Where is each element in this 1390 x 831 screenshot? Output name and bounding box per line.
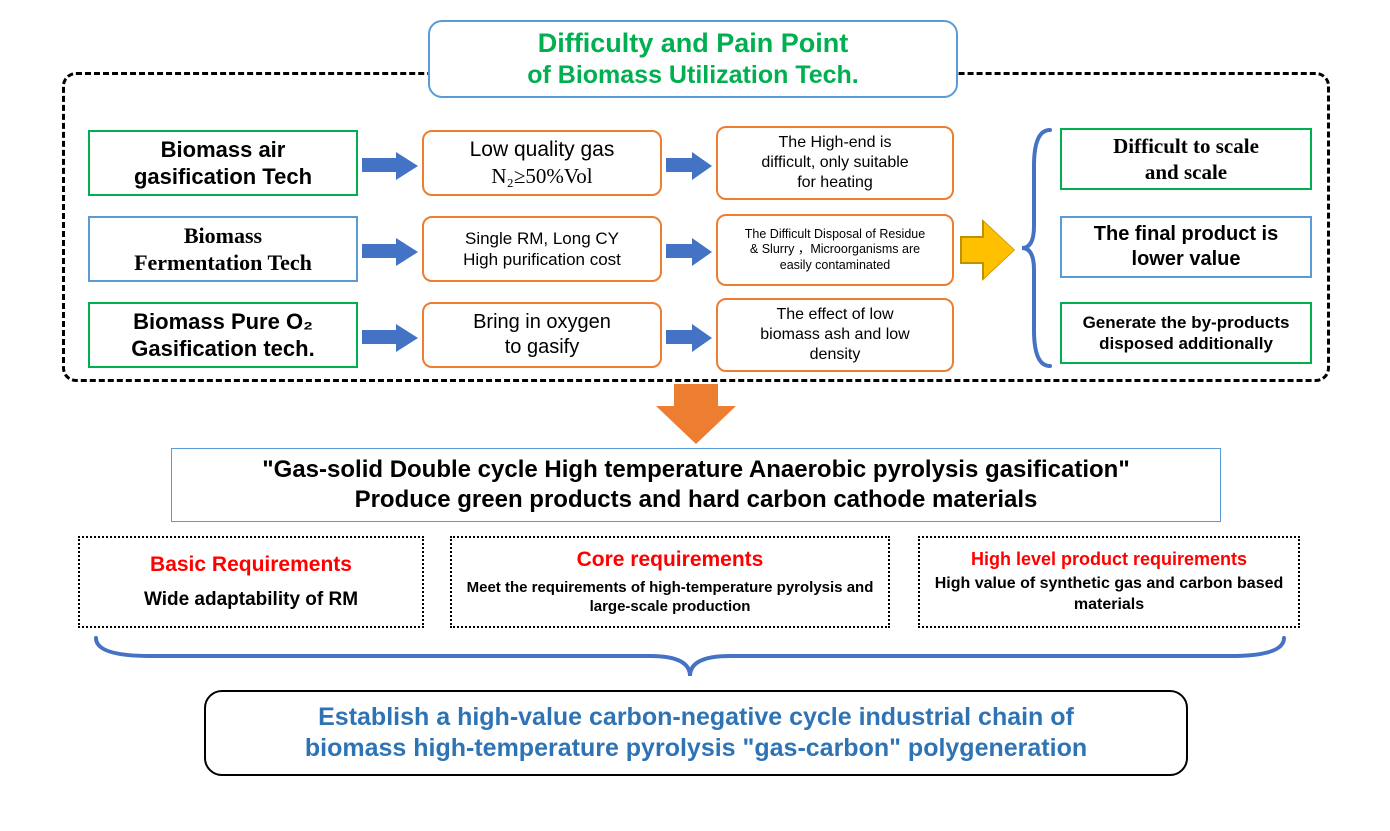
tech3-line2: Gasification tech.: [131, 335, 314, 363]
out2-box: The Difficult Disposal of Residue & Slur…: [716, 214, 954, 286]
out3-line3: density: [810, 345, 861, 365]
mid1-line2: N₂≥50%Vol: [491, 163, 592, 189]
out2-line2: & Slurry ，Microorganisms are: [750, 242, 920, 258]
solution-line2: Produce green products and hard carbon c…: [355, 485, 1038, 515]
out2-line1: The Difficult Disposal of Residue: [745, 227, 925, 243]
conclusion-line1: Establish a high-value carbon-negative c…: [318, 702, 1074, 733]
outcome1-box: Difficult to scale and scale: [1060, 128, 1312, 190]
req1-body: Wide adaptability of RM: [144, 588, 358, 612]
tech2-line2: Fermentation Tech: [134, 249, 312, 277]
out1-line3: for heating: [797, 173, 873, 193]
conclusion-line2: biomass high-temperature pyrolysis "gas-…: [305, 733, 1087, 764]
outcome2-line1: The final product is: [1094, 222, 1278, 247]
conclusion-box: Establish a high-value carbon-negative c…: [204, 690, 1188, 776]
out2-line3: easily contaminated: [780, 258, 890, 274]
tech1-line1: Biomass air: [161, 136, 286, 164]
yellow-arrow-icon: [960, 222, 1016, 278]
tech2-box: Biomass Fermentation Tech: [88, 216, 358, 282]
outcome3-line2: disposed additionally: [1099, 333, 1273, 354]
solution-box: "Gas-solid Double cycle High temperature…: [171, 448, 1221, 522]
tech1-line2: gasification Tech: [134, 163, 312, 191]
out1-box: The High-end is difficult, only suitable…: [716, 126, 954, 200]
tech2-line1: Biomass: [184, 222, 262, 250]
solution-line1: "Gas-solid Double cycle High temperature…: [262, 455, 1129, 485]
req1-box: Basic Requirements Wide adaptability of …: [78, 536, 424, 628]
mid3-line2: to gasify: [505, 335, 579, 360]
mid1-box: Low quality gas N₂≥50%Vol: [422, 130, 662, 196]
mid1-line1: Low quality gas: [470, 137, 615, 163]
outcome2-line2: lower value: [1132, 247, 1241, 272]
mid3-box: Bring in oxygen to gasify: [422, 302, 662, 368]
tech3-box: Biomass Pure O₂ Gasification tech.: [88, 302, 358, 368]
tech3-line1: Biomass Pure O₂: [133, 308, 313, 336]
out3-box: The effect of low biomass ash and low de…: [716, 298, 954, 372]
title-box: Difficulty and Pain Point of Biomass Uti…: [428, 20, 958, 98]
outcome3-line1: Generate the by-products: [1083, 312, 1290, 333]
req2-body: Meet the requirements of high-temperatur…: [458, 578, 882, 617]
title-line2: of Biomass Utilization Tech.: [527, 60, 859, 91]
out3-line1: The effect of low: [776, 305, 893, 325]
req1-title: Basic Requirements: [150, 552, 352, 578]
outcome3-box: Generate the by-products disposed additi…: [1060, 302, 1312, 364]
req3-title: High level product requirements: [971, 548, 1247, 571]
out1-line2: difficult, only suitable: [761, 153, 908, 173]
req3-box: High level product requirements High val…: [918, 536, 1300, 628]
mid2-line1: Single RM, Long CY: [465, 228, 619, 249]
down-arrow-icon: [656, 384, 736, 444]
req3-body: High value of synthetic gas and carbon b…: [926, 574, 1292, 616]
brace-bottom-icon: [90, 632, 1290, 686]
mid2-box: Single RM, Long CY High purification cos…: [422, 216, 662, 282]
tech1-box: Biomass air gasification Tech: [88, 130, 358, 196]
outcome1-line2: and scale: [1145, 159, 1227, 185]
brace-left-icon: [1018, 126, 1058, 370]
out3-line2: biomass ash and low: [760, 325, 909, 345]
outcome1-line1: Difficult to scale: [1113, 133, 1259, 159]
mid3-line1: Bring in oxygen: [473, 310, 611, 335]
mid2-line2: High purification cost: [463, 249, 621, 270]
outcome2-box: The final product is lower value: [1060, 216, 1312, 278]
out1-line1: The High-end is: [779, 133, 892, 153]
title-line1: Difficulty and Pain Point: [538, 27, 849, 61]
req2-box: Core requirements Meet the requirements …: [450, 536, 890, 628]
req2-title: Core requirements: [577, 547, 764, 573]
